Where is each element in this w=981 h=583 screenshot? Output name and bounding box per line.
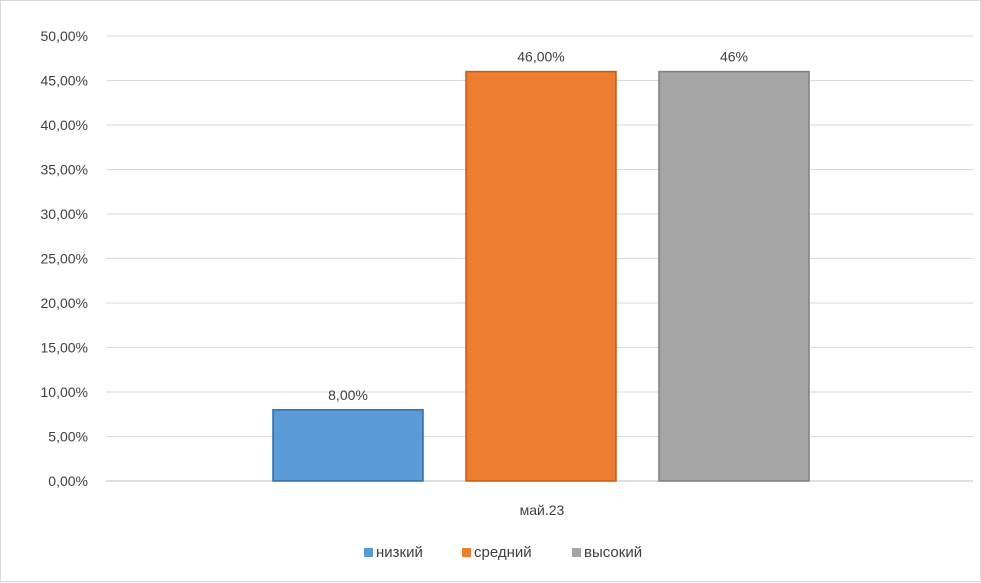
data-label: 46% xyxy=(720,49,748,65)
bar-3 xyxy=(658,70,810,482)
data-labels: 8,00% 46,00% 46% xyxy=(328,49,748,403)
data-label: 46,00% xyxy=(517,49,564,65)
legend-label: низкий xyxy=(376,544,423,561)
y-tick-label: 45,00% xyxy=(41,73,88,89)
y-tick-label: 25,00% xyxy=(41,251,88,267)
legend-swatch xyxy=(364,548,373,557)
y-tick-label: 50,00% xyxy=(41,28,88,44)
data-label: 8,00% xyxy=(328,387,368,403)
legend: низкий средний высокий xyxy=(364,544,642,561)
y-tick-label: 0,00% xyxy=(48,473,88,489)
y-axis-ticks: 0,00% 5,00% 10,00% 15,00% 20,00% 25,00% 30,00%… xyxy=(41,28,88,489)
bar-2 xyxy=(465,70,617,482)
x-category-label: май.23 xyxy=(520,502,565,518)
y-tick-label: 5,00% xyxy=(48,429,88,445)
y-tick-label: 35,00% xyxy=(41,162,88,178)
legend-swatch xyxy=(572,548,581,557)
y-tick-label: 15,00% xyxy=(41,340,88,356)
y-tick-label: 40,00% xyxy=(41,117,88,133)
y-tick-label: 10,00% xyxy=(41,384,88,400)
bars xyxy=(272,70,810,482)
legend-label: средний xyxy=(474,544,532,561)
x-axis-categories: май.23 xyxy=(520,502,565,518)
legend-label: высокий xyxy=(584,544,642,561)
bar-1 xyxy=(272,409,424,482)
y-tick-label: 30,00% xyxy=(41,206,88,222)
legend-swatch xyxy=(462,548,471,557)
y-tick-label: 20,00% xyxy=(41,295,88,311)
